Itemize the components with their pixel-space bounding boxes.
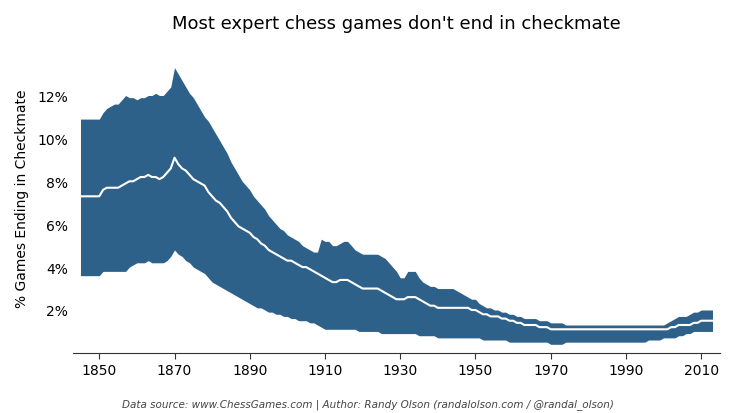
- Y-axis label: % Games Ending in Checkmate: % Games Ending in Checkmate: [15, 89, 29, 307]
- Title: Most expert chess games don't end in checkmate: Most expert chess games don't end in che…: [172, 15, 621, 33]
- Text: Data source: www.ChessGames.com | Author: Randy Olson (randalolson.com / @randal: Data source: www.ChessGames.com | Author…: [122, 398, 614, 409]
